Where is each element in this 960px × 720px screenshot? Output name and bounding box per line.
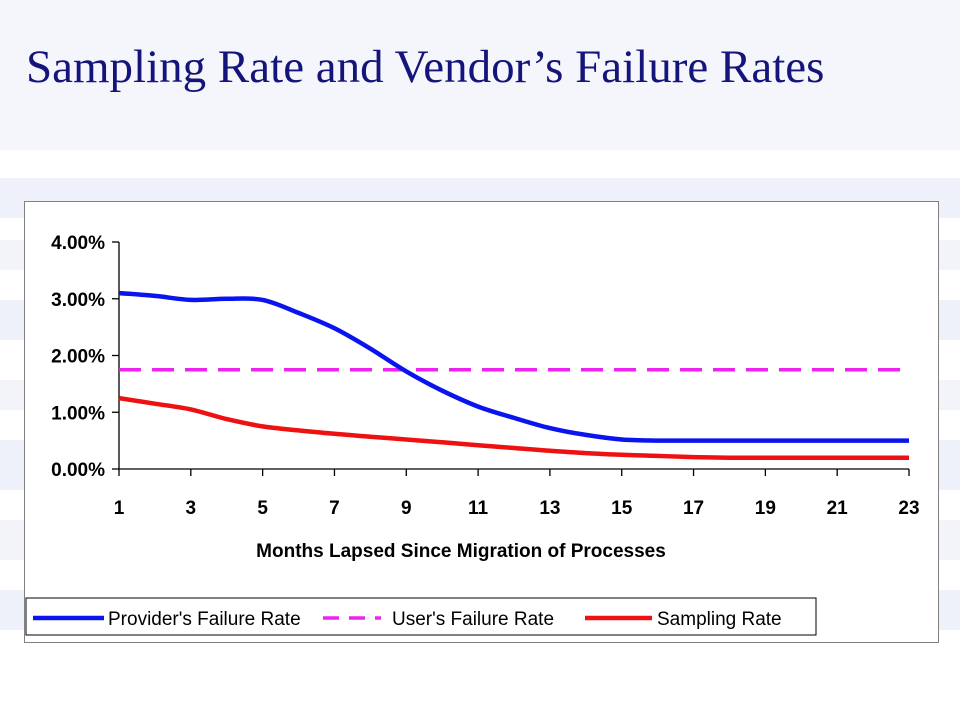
legend: Provider's Failure Rate User's Failure Ra…: [25, 597, 817, 636]
background-band: [0, 0, 960, 150]
y-axis: 0.00% 1.00% 2.00% 3.00% 4.00%: [51, 233, 120, 481]
y-tick-label: 0.00%: [51, 460, 105, 481]
y-tick-label: 3.00%: [51, 290, 105, 311]
legend-label: Provider's Failure Rate: [108, 609, 301, 630]
x-tick-label: 3: [186, 498, 197, 519]
x-axis-label: Months Lapsed Since Migration of Process…: [256, 541, 666, 562]
series-line-provider-s-failure-rate: [118, 290, 909, 443]
x-tick-label: 21: [827, 498, 849, 519]
legend-box: [25, 597, 817, 636]
y-tick-label: 4.00%: [51, 233, 105, 254]
x-tick-label: 9: [401, 498, 412, 519]
slide-title: Sampling Rate and Vendor’s Failure Rates: [26, 41, 825, 93]
legend-label: User's Failure Rate: [392, 609, 554, 630]
x-tick-label: 17: [683, 498, 704, 519]
x-tick-label: 19: [755, 498, 776, 519]
y-tick-label: 2.00%: [51, 347, 105, 368]
x-axis: 1 3 5 7 9 11 13 15 17 19 21 23: [114, 468, 920, 519]
series-lines: [118, 290, 909, 460]
background-band: [0, 150, 960, 178]
x-tick-label: 13: [539, 498, 560, 519]
legend-label: Sampling Rate: [657, 609, 782, 630]
x-tick-label: 5: [257, 498, 268, 519]
x-tick-label: 7: [329, 498, 340, 519]
x-tick-label: 11: [468, 498, 489, 519]
x-tick-label: 15: [611, 498, 633, 519]
x-tick-label: 23: [898, 498, 919, 519]
y-tick-label: 1.00%: [51, 403, 105, 424]
chart-frame: 0.00% 1.00% 2.00% 3.00% 4.00% 1 3 5 7 9 11 13 15 17 1…: [24, 201, 939, 643]
series-line-sampling-rate: [118, 395, 909, 460]
line-chart: 0.00%1.00%2.00%3.00%4.00% 1 3 5 7 9 11 13 15 17 1…: [25, 233, 920, 636]
x-tick-label: 1: [114, 498, 125, 519]
